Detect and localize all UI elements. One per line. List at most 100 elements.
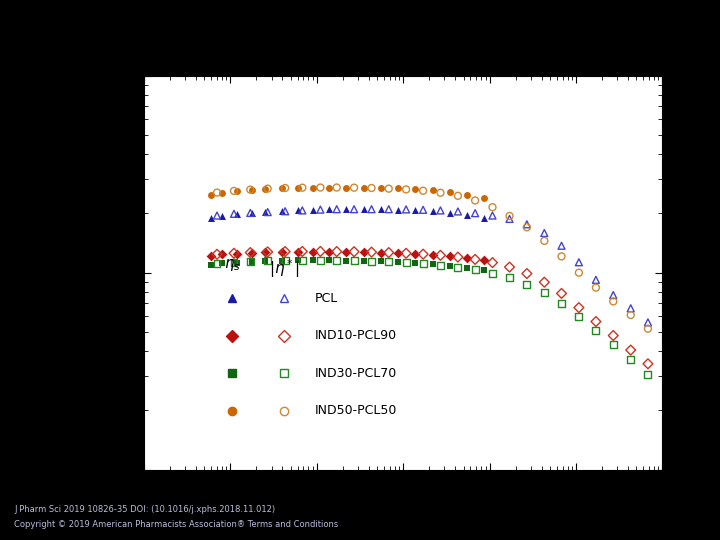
Point [462, 190, 473, 199]
Point [410, 185, 421, 193]
Text: Figure 5: Figure 5 [329, 14, 391, 29]
Point [375, 257, 387, 266]
Point [487, 269, 498, 278]
Point [292, 247, 303, 256]
Point [247, 208, 258, 217]
Point [521, 280, 533, 288]
Point [245, 258, 256, 266]
Point [410, 259, 421, 267]
Point [297, 256, 308, 265]
Point [418, 186, 429, 195]
Point [292, 206, 303, 214]
Point [324, 184, 336, 192]
Point [315, 205, 326, 214]
Point [245, 185, 256, 194]
Point [556, 252, 567, 261]
Point [418, 250, 429, 259]
Point [427, 251, 438, 259]
Point [211, 211, 222, 220]
Point [400, 185, 412, 194]
Point [292, 184, 303, 192]
Point [211, 250, 222, 259]
Point [247, 248, 258, 257]
Point [504, 273, 516, 282]
Text: IND50-PCL50: IND50-PCL50 [315, 404, 397, 417]
Point [279, 247, 291, 256]
Point [418, 206, 429, 214]
Point [462, 264, 473, 272]
Point [205, 260, 217, 269]
Point [539, 288, 550, 296]
Point [400, 249, 412, 258]
Text: $|\eta^*|$: $|\eta^*|$ [269, 257, 300, 280]
Point [410, 206, 421, 214]
Point [642, 325, 654, 333]
Point [573, 258, 585, 267]
Point [348, 247, 360, 256]
Point [262, 256, 274, 265]
Point [479, 213, 490, 222]
Point [331, 256, 343, 265]
Text: J Pharm Sci 2019 10826-35 DOI: (10.1016/j.xphs.2018.11.012): J Pharm Sci 2019 10826-35 DOI: (10.1016/… [14, 505, 276, 514]
Point [366, 205, 377, 213]
Point [232, 187, 243, 195]
Point [292, 256, 303, 265]
Point [205, 213, 217, 222]
Point [232, 249, 243, 258]
Point [444, 208, 456, 217]
Point [276, 184, 288, 193]
Point [573, 303, 585, 312]
Point [462, 254, 473, 262]
Point [625, 346, 636, 354]
Point [297, 247, 308, 256]
Point [504, 263, 516, 272]
Point [262, 208, 274, 217]
Point [341, 247, 352, 256]
Point [400, 258, 412, 267]
Point [539, 228, 550, 237]
Point [358, 184, 369, 192]
Point [205, 191, 217, 199]
Point [245, 248, 256, 257]
Point [435, 206, 446, 215]
Point [479, 266, 490, 274]
Point [307, 205, 319, 214]
Point [590, 284, 602, 292]
Point [556, 299, 567, 308]
Point [642, 370, 654, 379]
Point [392, 184, 404, 193]
Point [452, 253, 464, 261]
Point [348, 256, 360, 265]
Point [279, 256, 291, 265]
Point [418, 259, 429, 268]
Point [383, 184, 395, 193]
Point [435, 188, 446, 197]
Point [539, 237, 550, 245]
Point [392, 205, 404, 214]
Point [573, 313, 585, 321]
Point [358, 257, 369, 266]
Point [400, 205, 412, 214]
Point [341, 205, 352, 213]
Point [216, 250, 228, 259]
Point [444, 261, 456, 270]
Point [608, 291, 619, 299]
Point [366, 256, 377, 265]
Point [245, 208, 256, 217]
Point [216, 188, 228, 197]
Point [324, 205, 336, 213]
Point [427, 186, 438, 194]
Point [521, 220, 533, 228]
Point [228, 210, 240, 218]
Point [341, 256, 352, 265]
Point [228, 249, 240, 258]
Point [590, 326, 602, 335]
Point [625, 304, 636, 313]
Point [452, 192, 464, 200]
Point [608, 331, 619, 340]
Point [366, 248, 377, 256]
X-axis label: Shear rate, angular frequency [s⁻¹, rad/s]: Shear rate, angular frequency [s⁻¹, rad/… [259, 497, 547, 511]
Point [427, 207, 438, 215]
Point [642, 360, 654, 368]
Point [487, 258, 498, 267]
